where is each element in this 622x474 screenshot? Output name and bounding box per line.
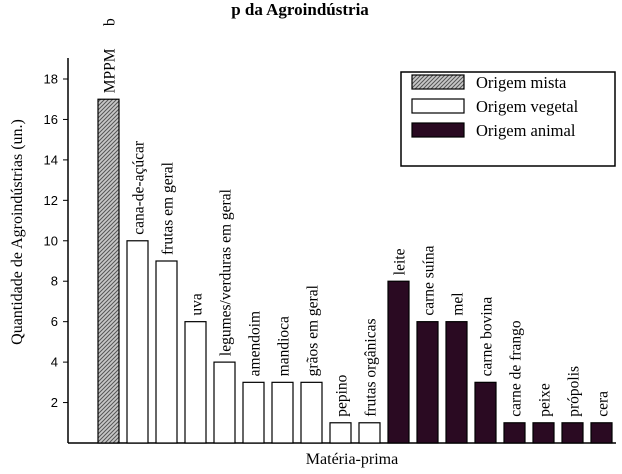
bar-labels: MPPM cana-de-açúcar frutas em geral uva legu…	[102, 18, 612, 417]
legend-swatch	[411, 122, 465, 138]
top-caption: p da Agroindústria	[231, 0, 369, 19]
bar-label: frutas orgânicas	[363, 318, 380, 416]
y-tick-label: 2	[51, 395, 58, 410]
bar	[271, 381, 294, 444]
bar-label: peixe	[537, 383, 554, 417]
bar-label: mandioca	[276, 316, 293, 376]
bar-label: carne de frango	[508, 320, 525, 417]
bar-label: grãos em geral	[305, 285, 322, 376]
bar	[445, 321, 468, 444]
y-tick-label: 12	[44, 193, 58, 208]
legend-swatch	[411, 74, 465, 90]
bar-label: frutas em geral	[160, 162, 177, 255]
bar	[213, 361, 236, 444]
bar	[590, 422, 613, 444]
bar	[97, 98, 120, 444]
bar	[242, 381, 265, 444]
bar	[358, 422, 381, 444]
bar	[300, 381, 323, 444]
bar	[329, 422, 352, 444]
bar	[387, 280, 410, 444]
bar-label: legumes/verduras em geral	[218, 189, 235, 356]
bar-label: pepino	[334, 374, 351, 416]
y-tick-label: 16	[44, 112, 58, 127]
bar	[126, 240, 149, 444]
x-axis-title: Matéria-prima	[306, 451, 398, 468]
y-tick-label: 10	[44, 233, 58, 248]
legend-swatch	[411, 98, 465, 114]
bar-label: carne suína	[421, 245, 438, 315]
bar-label: leite	[392, 248, 409, 275]
y-tick-label: 6	[51, 314, 58, 329]
legend-label: Origem mista	[476, 73, 567, 92]
y-tick-label: 14	[44, 152, 58, 167]
bar	[561, 422, 584, 444]
y-axis-title: Quantidade de Agroindústrias (un.)	[9, 119, 26, 345]
y-tick-label: 4	[51, 355, 58, 370]
bar	[503, 422, 526, 444]
bars	[97, 98, 613, 444]
bar-label: amendoim	[247, 311, 264, 376]
bar-label: cera	[595, 391, 612, 417]
legend: Origem mista Origem vegetal Origem animal	[400, 71, 616, 167]
bar-annotation: b	[102, 18, 119, 26]
bar-label: mel	[450, 292, 467, 315]
bar	[532, 422, 555, 444]
bar	[184, 321, 207, 444]
y-tick-label: 18	[44, 72, 58, 87]
legend-label: Origem animal	[476, 121, 576, 140]
bar	[474, 381, 497, 444]
bar	[155, 260, 178, 444]
bar-label: MPPM	[102, 48, 119, 93]
bar-label: uva	[189, 293, 206, 316]
bar	[416, 321, 439, 444]
y-tick-label: 8	[51, 274, 58, 289]
bar-label: cana-de-açúcar	[131, 140, 148, 235]
bar-label: própolis	[566, 366, 583, 417]
legend-label: Origem vegetal	[476, 97, 579, 116]
bar-label: carne bovina	[479, 297, 496, 377]
